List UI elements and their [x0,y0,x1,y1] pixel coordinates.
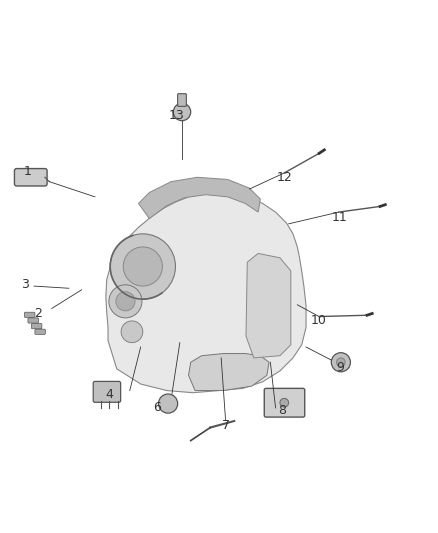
Text: 1: 1 [24,165,32,178]
FancyBboxPatch shape [35,329,46,334]
Circle shape [173,103,191,120]
Text: 6: 6 [153,401,161,415]
Circle shape [159,394,178,413]
FancyBboxPatch shape [178,94,186,107]
Text: 13: 13 [169,109,185,122]
FancyBboxPatch shape [93,382,120,402]
Polygon shape [188,353,269,391]
FancyBboxPatch shape [264,389,305,417]
Polygon shape [138,177,260,219]
Text: 10: 10 [311,314,327,327]
Text: 2: 2 [35,306,42,320]
Circle shape [121,321,143,343]
Text: 12: 12 [276,171,292,184]
Circle shape [123,247,162,286]
Text: 4: 4 [106,389,113,401]
Circle shape [331,353,350,372]
FancyBboxPatch shape [14,168,47,186]
Text: 9: 9 [336,361,344,374]
Circle shape [336,358,345,367]
FancyBboxPatch shape [32,324,42,329]
FancyBboxPatch shape [28,318,39,323]
Circle shape [109,285,142,318]
Circle shape [116,292,135,311]
Text: 7: 7 [222,419,230,432]
Text: 3: 3 [21,278,29,291]
Polygon shape [246,254,291,358]
Text: 8: 8 [278,405,286,417]
Polygon shape [106,193,306,393]
Circle shape [110,234,176,299]
Circle shape [280,398,289,407]
Text: 11: 11 [332,211,348,224]
FancyBboxPatch shape [25,312,35,318]
